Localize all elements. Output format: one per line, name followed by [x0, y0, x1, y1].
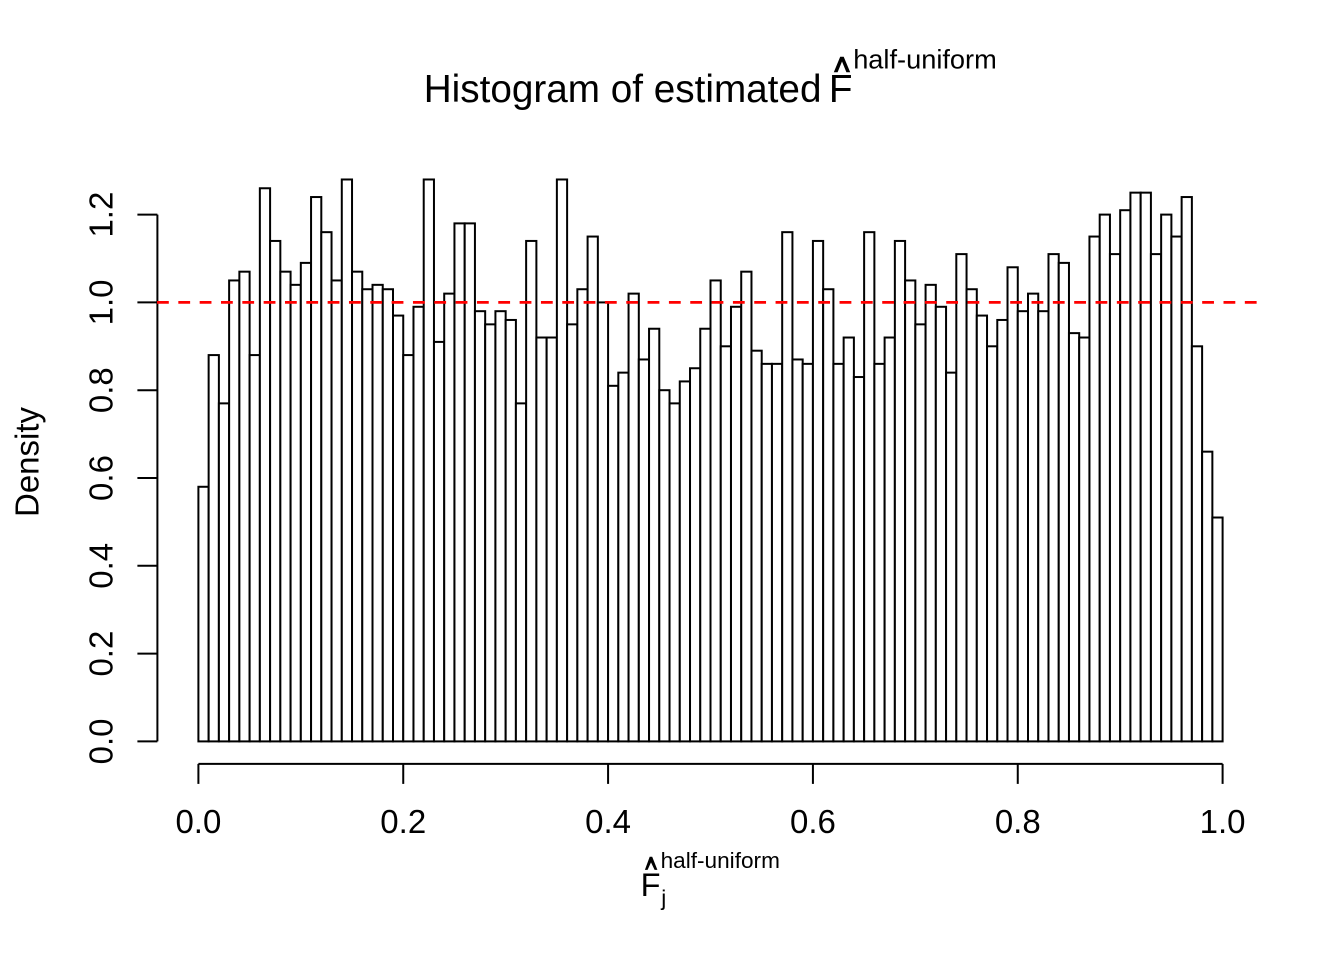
svg-text:0.8: 0.8: [995, 803, 1041, 840]
svg-text:0.6: 0.6: [83, 455, 120, 501]
svg-text:0.8: 0.8: [83, 367, 120, 413]
svg-text:1.0: 1.0: [1200, 803, 1246, 840]
svg-text:1.2: 1.2: [83, 192, 120, 238]
svg-text:0.0: 0.0: [175, 803, 221, 840]
svg-text:0.0: 0.0: [83, 718, 120, 764]
svg-text:half-uniform: half-uniform: [853, 44, 997, 75]
svg-text:0.4: 0.4: [83, 543, 120, 589]
svg-text:Histogram of estimated: Histogram of estimated: [424, 68, 822, 111]
svg-text:F: F: [641, 867, 661, 903]
svg-text:0.2: 0.2: [83, 631, 120, 677]
svg-text:j: j: [660, 885, 666, 910]
svg-text:0.6: 0.6: [790, 803, 836, 840]
svg-text:half-uniform: half-uniform: [661, 848, 780, 873]
svg-text:1.0: 1.0: [83, 279, 120, 325]
svg-text:0.2: 0.2: [380, 803, 426, 840]
svg-text:0.4: 0.4: [585, 803, 631, 840]
svg-text:F: F: [829, 68, 853, 111]
svg-text:Density: Density: [9, 406, 46, 517]
